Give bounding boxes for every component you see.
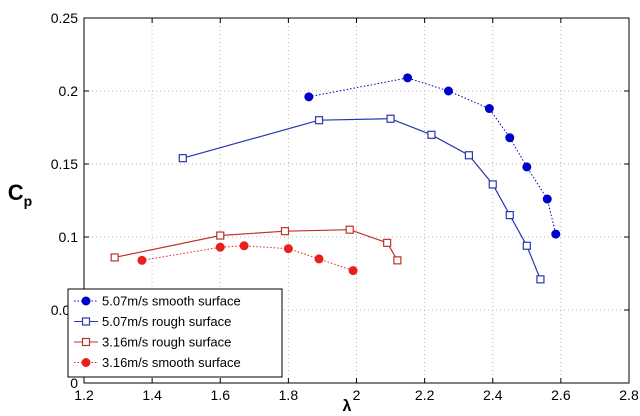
x-tick-label: 1.8: [279, 387, 299, 403]
data-point: [348, 266, 358, 276]
legend-marker: [81, 317, 91, 326]
data-point: [345, 225, 354, 234]
x-tick-label: 2.4: [483, 387, 503, 403]
data-point: [522, 162, 532, 172]
data-point: [488, 180, 497, 189]
x-tick-label: 1.4: [142, 387, 162, 403]
x-tick-label: 2.8: [619, 387, 639, 403]
y-tick-label: 0: [70, 375, 78, 391]
series-4: [137, 241, 358, 276]
data-point: [178, 154, 187, 163]
data-point: [215, 242, 225, 252]
data-point: [110, 253, 119, 262]
y-axis-label-subscript: p: [24, 193, 33, 209]
data-point: [304, 92, 314, 102]
y-tick-label: 0.1: [59, 229, 79, 245]
data-point: [522, 241, 531, 250]
data-point: [443, 86, 453, 96]
x-axis-label: λ: [343, 398, 352, 415]
x-tick-label: 1.2: [74, 387, 94, 403]
legend-marker: [81, 358, 91, 367]
data-point: [393, 256, 402, 265]
legend-label: 3.16m/s rough surface: [102, 335, 231, 350]
series-1: [304, 73, 561, 239]
data-point: [314, 116, 324, 125]
data-point: [283, 244, 293, 254]
x-tick-label: 1.6: [211, 387, 231, 403]
legend-item: 3.16m/s rough surface: [74, 335, 231, 350]
data-point: [386, 114, 395, 123]
data-point: [216, 231, 225, 240]
data-point: [137, 255, 147, 265]
data-point: [239, 241, 249, 251]
legend-marker: [81, 337, 91, 347]
y-axis-label: Cp: [8, 180, 32, 209]
x-tick-label: 2.6: [551, 387, 571, 403]
legend-item: 3.16m/s smooth surface: [74, 355, 241, 370]
y-tick-label: 0.25: [51, 10, 78, 26]
data-point: [542, 194, 552, 204]
data-point: [403, 73, 413, 83]
legend-label: 3.16m/s smooth surface: [102, 355, 241, 370]
data-point: [484, 104, 494, 114]
data-point: [464, 151, 474, 160]
data-point: [551, 229, 561, 239]
data-point: [427, 130, 436, 139]
legend-item: 5.07m/s smooth surface: [74, 294, 241, 309]
y-axis-label-main: C: [8, 180, 24, 205]
series-line: [141, 245, 354, 272]
x-tick-label: 2: [353, 387, 361, 403]
axis-ticks: 1.2 1.4 1.6 1.8 2 2.2 2.4 2.6 2.800.050.10.150.2…: [51, 10, 639, 403]
data-point: [280, 227, 290, 236]
series-2: [178, 114, 545, 284]
legend: 5.07m/s smooth surface 5.07m/s rough surf…: [67, 288, 283, 378]
legend-item: 5.07m/s rough surface: [74, 314, 231, 329]
data-point: [383, 238, 392, 247]
data-point: [505, 133, 515, 143]
data-point: [505, 211, 514, 220]
data-point: [536, 275, 545, 284]
legend-marker: [81, 296, 91, 306]
data-point: [314, 254, 324, 264]
legend-label: 5.07m/s smooth surface: [102, 294, 241, 309]
legend-label: 5.07m/s rough surface: [102, 314, 231, 329]
x-tick-label: 2.2: [415, 387, 435, 403]
y-tick-label: 0.15: [51, 156, 78, 172]
series-3: [110, 225, 402, 265]
legend-box: [67, 288, 283, 378]
y-tick-label: 0.2: [59, 83, 79, 99]
data-series: [110, 73, 561, 284]
